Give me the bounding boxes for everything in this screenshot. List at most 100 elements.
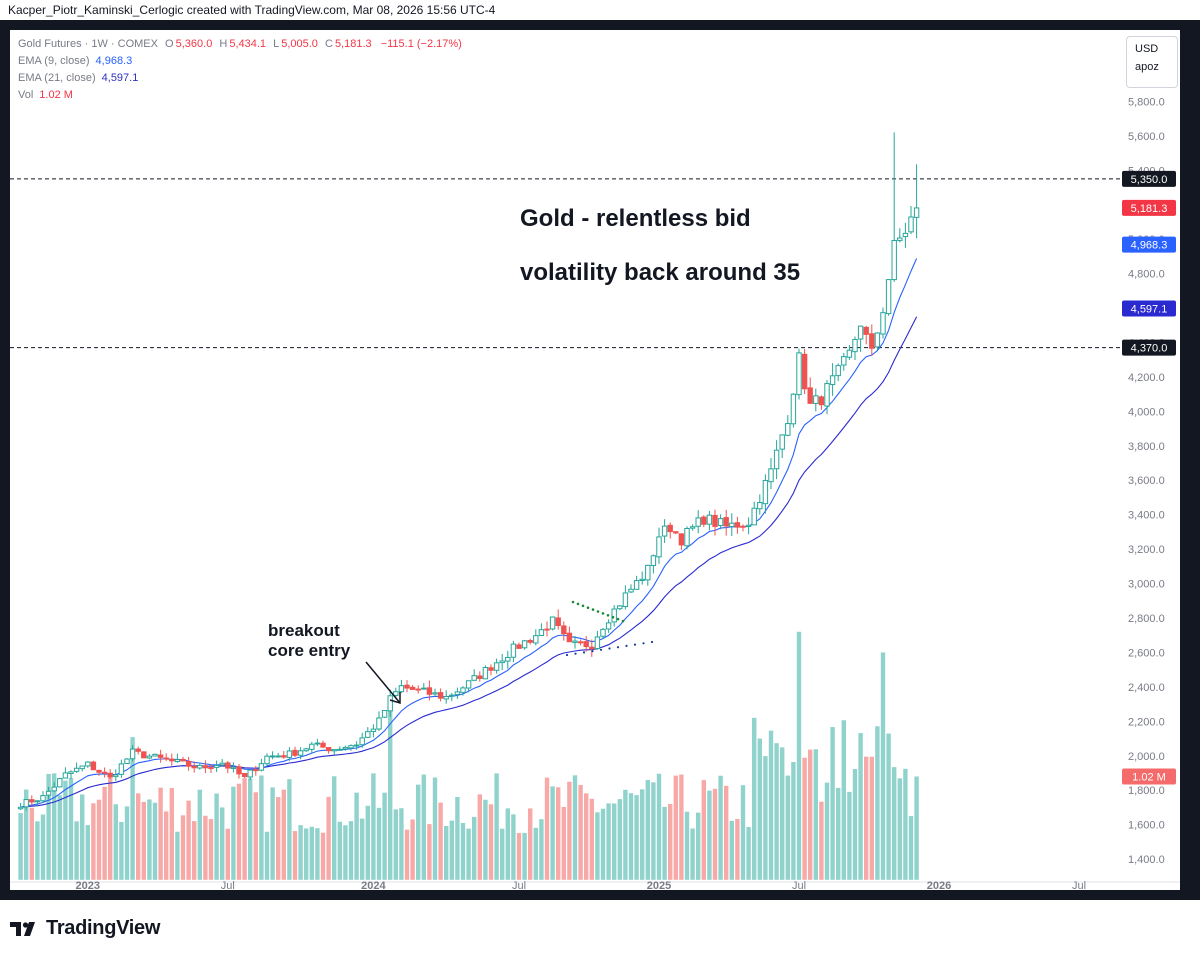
candle-body bbox=[650, 555, 657, 566]
candle-body bbox=[365, 731, 371, 738]
volume-bar-92 bbox=[533, 827, 538, 880]
volume-bar-8 bbox=[63, 780, 68, 880]
candle-body bbox=[180, 758, 186, 762]
volume-legend-row[interactable]: Vol 1.02 M bbox=[18, 87, 462, 104]
candle-130 bbox=[745, 517, 752, 535]
candle-body bbox=[62, 772, 69, 779]
volume-bar-17 bbox=[113, 804, 118, 880]
pattern-dot-upper bbox=[601, 612, 605, 615]
axis-price-label-text: 4,597.1 bbox=[1131, 304, 1168, 316]
volume-bar-22 bbox=[141, 801, 146, 880]
candle-body bbox=[628, 588, 634, 593]
volume-bar-29 bbox=[180, 815, 186, 880]
ohlc-legend-row: Gold Futures · 1W · COMEX O 5,360.0 H 5,43… bbox=[18, 36, 462, 53]
brand-name: TradingView bbox=[46, 917, 161, 939]
candle-body bbox=[443, 695, 449, 700]
symbol-name[interactable]: Gold Futures · 1W · COMEX bbox=[18, 38, 158, 50]
open-label: O bbox=[165, 38, 174, 50]
candle-123 bbox=[706, 510, 713, 531]
candle-5 bbox=[45, 786, 52, 800]
volume-bar-40 bbox=[242, 778, 247, 880]
volume-bar-13 bbox=[91, 803, 96, 880]
candle-body bbox=[29, 799, 35, 803]
candle-body bbox=[482, 667, 489, 680]
volume-bar-10 bbox=[74, 821, 79, 880]
candle-73 bbox=[426, 680, 433, 701]
candle-body bbox=[449, 694, 455, 697]
pattern-dot-lower bbox=[591, 650, 594, 653]
volume-bar-130 bbox=[746, 827, 751, 880]
volume-bar-149 bbox=[852, 769, 858, 880]
pattern-dot-lower bbox=[616, 646, 620, 649]
volume-bar-140 bbox=[802, 757, 807, 880]
volume-bar-156 bbox=[892, 767, 897, 880]
volume-bar-75 bbox=[438, 802, 443, 880]
candle-body bbox=[790, 393, 797, 425]
volume-bar-101 bbox=[584, 793, 589, 880]
candle-body bbox=[712, 514, 718, 527]
candle-body bbox=[409, 686, 416, 690]
candle-body bbox=[538, 629, 545, 636]
chart-frame: 1,400.0 1,600.0 1,800.0 2,000.0 2,200.0 2,400… bbox=[0, 20, 1200, 900]
currency-label[interactable]: USD bbox=[1135, 43, 1159, 55]
candle-body bbox=[460, 687, 466, 693]
price-chart[interactable]: 1,400.0 1,600.0 1,800.0 2,000.0 2,200.0 2,400… bbox=[10, 30, 1180, 890]
volume-bar-79 bbox=[460, 823, 466, 880]
candle-body bbox=[505, 656, 511, 662]
candle-151 bbox=[863, 325, 869, 345]
candle-body bbox=[589, 646, 595, 650]
candle-body bbox=[236, 766, 242, 775]
candle-127 bbox=[729, 513, 735, 537]
candle-body bbox=[45, 790, 52, 796]
volume-bar-70 bbox=[410, 819, 415, 880]
volume-bar-80 bbox=[466, 828, 471, 880]
candle-16 bbox=[107, 769, 113, 780]
candle-118 bbox=[678, 533, 685, 551]
candle-129 bbox=[740, 524, 746, 532]
candle-15 bbox=[101, 767, 108, 778]
open-value: 5,360.0 bbox=[175, 38, 213, 50]
volume-bar-77 bbox=[449, 820, 454, 880]
volume-bar-30 bbox=[186, 800, 191, 880]
candle-113 bbox=[650, 554, 657, 574]
candle-148 bbox=[846, 344, 853, 360]
volume-bar-85 bbox=[494, 773, 499, 880]
candle-135 bbox=[773, 440, 780, 480]
volume-bar-95 bbox=[550, 786, 555, 880]
volume-bar-62 bbox=[365, 805, 370, 880]
candle-95 bbox=[549, 616, 556, 631]
volume-bar-2 bbox=[29, 807, 34, 880]
candle-body bbox=[264, 755, 270, 765]
ema9-legend-row[interactable]: EMA (9, close) 4,968.3 bbox=[18, 53, 462, 70]
candle-55 bbox=[325, 747, 332, 754]
currency-scale-box[interactable]: USD apoz bbox=[1126, 36, 1178, 88]
pattern-dots bbox=[565, 600, 654, 657]
tradingview-logo[interactable]: TradingView bbox=[10, 917, 160, 940]
candle-64 bbox=[376, 711, 382, 731]
axis-price-label: 4,370.0 bbox=[1122, 339, 1176, 356]
candle-body bbox=[146, 755, 153, 759]
candle-body bbox=[208, 767, 214, 770]
candle-body bbox=[477, 675, 483, 679]
candle-body bbox=[135, 748, 141, 752]
candle-body bbox=[913, 207, 920, 218]
candle-43 bbox=[258, 758, 265, 772]
ema21-legend-row[interactable]: EMA (21, close) 4,597.1 bbox=[18, 70, 462, 87]
candle-body bbox=[387, 695, 393, 712]
candle-body bbox=[639, 578, 645, 581]
candle-body bbox=[191, 766, 197, 769]
pattern-dot-lower bbox=[574, 652, 577, 655]
candle-body bbox=[583, 641, 589, 648]
candle-32 bbox=[197, 762, 203, 770]
volume-bar-143 bbox=[819, 801, 824, 880]
axis-price-label-text: 4,370.0 bbox=[1131, 343, 1168, 355]
candle-body bbox=[286, 750, 293, 758]
scale-mode-label[interactable]: apoz bbox=[1135, 61, 1159, 73]
chart-panel[interactable]: 1,400.0 1,600.0 1,800.0 2,000.0 2,200.0 2,400… bbox=[10, 30, 1180, 890]
volume-bar-158 bbox=[903, 768, 908, 880]
candle-61 bbox=[359, 732, 365, 748]
candle-35 bbox=[213, 760, 220, 772]
candle-33 bbox=[202, 760, 209, 774]
pattern-dot-upper bbox=[591, 608, 595, 611]
candle-136 bbox=[779, 434, 785, 458]
